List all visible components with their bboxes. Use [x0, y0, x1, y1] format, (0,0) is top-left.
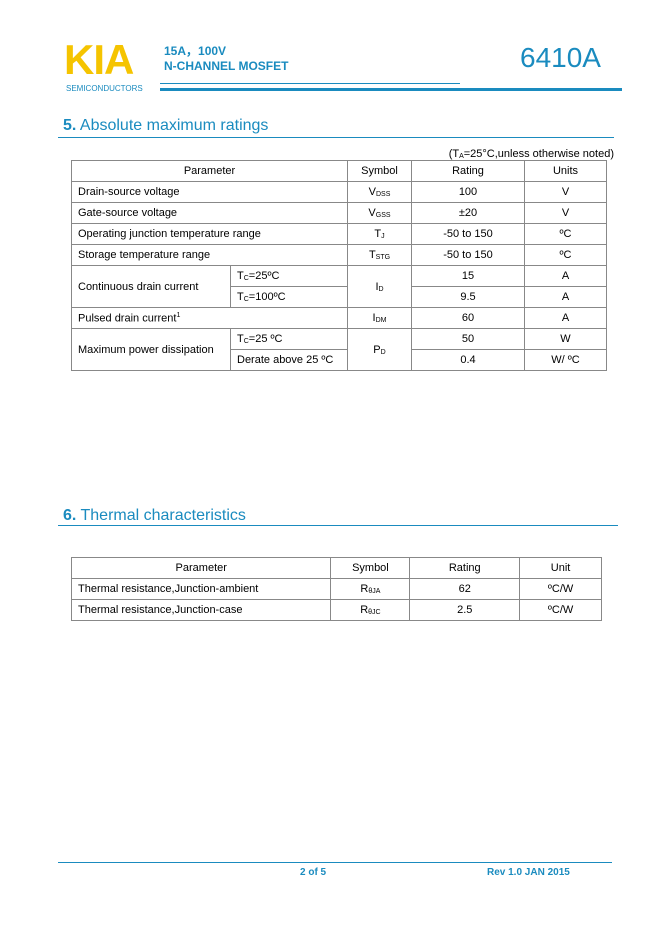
spec-line: 15A，100V [164, 44, 227, 58]
table-row: Drain-source voltage VDSS 100 V [71, 181, 607, 203]
section-title: Absolute maximum ratings [79, 117, 269, 134]
kia-logo: KIA [64, 36, 134, 83]
section-divider [58, 525, 618, 526]
table-row: TC=100ºC 9.5 A [72, 286, 607, 308]
table-row: Storage temperature range TSTG -50 to 150 º… [71, 244, 607, 266]
header-divider-thick [160, 88, 622, 91]
table-header: Parameter Symbol Rating Unit [70, 557, 602, 579]
table-header: Parameter Symbol Rating Units [71, 160, 607, 182]
conditions-note: (TA=25°C,unless otherwise noted) [448, 148, 614, 160]
table-row: Thermal resistance,Junction-ambient RθJA 6… [70, 578, 602, 600]
table-row: Derate above 25 ºC 0.4 W/ ºC [72, 349, 607, 371]
table-row: Continuous drain current TC=25ºC ID 15 A [71, 265, 607, 308]
logo-subtitle: SEMICONDUCTORS [66, 84, 143, 93]
section-number: 6. [63, 507, 77, 524]
section-divider [58, 137, 614, 138]
device-type: N-CHANNEL MOSFET [164, 59, 289, 73]
section-5-heading: 5. Absolute maximum ratings [63, 117, 268, 135]
table-row: Thermal resistance,Junction-case RθJC 2.5 º… [70, 599, 602, 621]
thermal-table: Parameter Symbol Rating Unit Thermal resist… [70, 557, 602, 621]
page-number: 2 of 5 [300, 867, 327, 878]
header-divider-thin [160, 83, 460, 84]
table-row: Operating junction temperature range TJ -5… [71, 223, 607, 245]
absolute-ratings-table: Parameter Symbol Rating Units Drain-source … [71, 160, 607, 371]
part-number: 6410A [520, 42, 601, 73]
table-row: Maximum power dissipation TC=25 ºC PD 50 W [71, 328, 607, 371]
table-row: Gate-source voltage VGSS ±20 V [71, 202, 607, 224]
section-number: 5. [63, 117, 77, 134]
table-row: Pulsed drain current1 IDM 60 A [71, 307, 607, 329]
footer-divider [58, 862, 612, 863]
revision: Rev 1.0 JAN 2015 [487, 867, 570, 878]
section-title: Thermal characteristics [80, 507, 246, 524]
section-6-heading: 6. Thermal characteristics [63, 507, 246, 525]
